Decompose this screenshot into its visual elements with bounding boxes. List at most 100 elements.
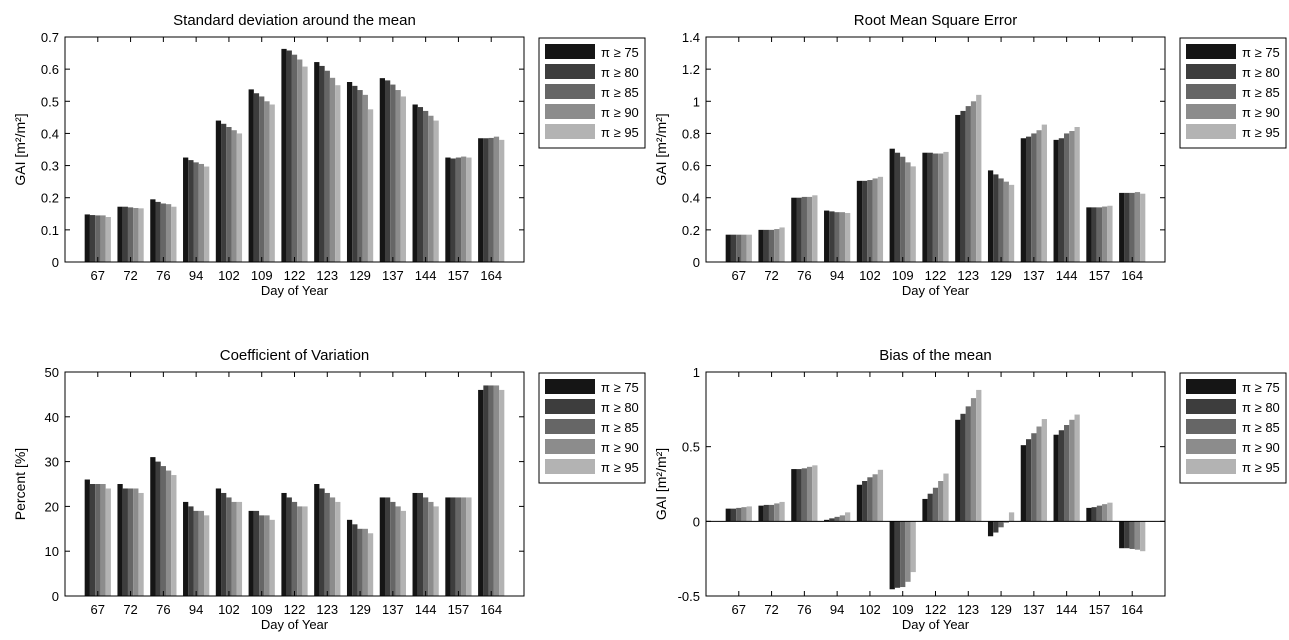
bar — [1053, 139, 1059, 262]
bar — [95, 484, 101, 596]
bar — [198, 163, 205, 262]
bar — [955, 114, 961, 262]
bar — [862, 481, 868, 522]
bar — [927, 152, 933, 262]
bar — [352, 85, 358, 262]
bar — [1003, 181, 1009, 262]
bar — [428, 501, 434, 596]
bar — [466, 157, 472, 262]
legend-swatch — [545, 84, 595, 99]
bar — [455, 157, 462, 262]
bar — [188, 506, 194, 596]
y-axis-label: Percent [%] — [12, 448, 28, 520]
bar — [155, 461, 161, 596]
x-tick-label: 137 — [1023, 602, 1045, 617]
bar — [122, 206, 128, 262]
legend-swatch — [1186, 399, 1236, 414]
legend: π ≥ 75 π ≥ 80 π ≥ 85 π ≥ 90 π ≥ 95 — [1179, 37, 1287, 149]
x-axis-label: Day of Year — [902, 617, 970, 632]
x-tick-label: 157 — [448, 602, 470, 617]
bar — [845, 512, 851, 522]
y-tick-label: 0.5 — [41, 94, 59, 109]
x-tick-label: 157 — [448, 268, 470, 283]
bar — [1025, 439, 1032, 522]
bar — [1020, 138, 1026, 262]
bar — [910, 521, 916, 573]
bar — [291, 501, 298, 596]
x-tick-label: 129 — [990, 268, 1012, 283]
bar — [269, 519, 275, 596]
y-tick-label: 0.1 — [41, 223, 59, 238]
bar — [133, 208, 139, 262]
bar — [357, 528, 363, 596]
bar — [839, 515, 846, 522]
x-tick-label: 76 — [156, 268, 170, 283]
bar — [231, 501, 237, 596]
bar — [763, 504, 769, 522]
y-tick-label: 0.4 — [41, 126, 59, 141]
legend-entry-label: π ≥ 85 — [601, 85, 639, 100]
x-tick-label: 76 — [797, 268, 811, 283]
bar — [1069, 131, 1075, 262]
bar — [768, 229, 775, 262]
bar — [1096, 207, 1103, 262]
bar — [264, 515, 270, 596]
bar — [188, 160, 194, 262]
bar — [960, 110, 966, 263]
x-tick-label: 129 — [349, 268, 371, 283]
x-axis-label: Day of Year — [902, 283, 970, 298]
y-tick-label: 0.2 — [41, 191, 59, 206]
bar — [774, 503, 780, 522]
bar — [943, 473, 949, 522]
x-tick-label: 102 — [218, 602, 240, 617]
y-tick-label: 0 — [693, 255, 700, 270]
x-tick-label: 144 — [415, 268, 437, 283]
bar — [226, 127, 232, 262]
bar — [1129, 521, 1135, 549]
bar — [122, 488, 128, 596]
bar — [478, 138, 484, 262]
bar — [231, 130, 237, 262]
bar — [433, 120, 439, 262]
y-tick-label: 0.7 — [41, 30, 59, 45]
bar — [450, 158, 456, 262]
y-tick-label: 40 — [45, 410, 59, 425]
bar — [829, 518, 835, 522]
bar — [943, 151, 949, 262]
bar — [725, 508, 731, 522]
bar — [812, 465, 818, 522]
bar — [417, 107, 424, 262]
bar — [89, 215, 96, 262]
bar — [165, 470, 172, 596]
x-tick-label: 144 — [1056, 602, 1078, 617]
bar — [367, 533, 374, 596]
bar — [302, 66, 308, 262]
x-tick-label: 137 — [382, 268, 404, 283]
bar — [466, 497, 472, 596]
bar — [1107, 205, 1113, 262]
bar — [1134, 521, 1141, 550]
bar — [779, 227, 785, 262]
x-tick-label: 102 — [218, 268, 240, 283]
bar — [1074, 127, 1080, 262]
chart-title: Bias of the mean — [879, 347, 992, 364]
bar — [100, 215, 106, 262]
y-tick-label: 0.5 — [682, 440, 700, 455]
bar — [483, 138, 489, 262]
legend: π ≥ 75 π ≥ 80 π ≥ 85 π ≥ 90 π ≥ 95 — [1179, 372, 1287, 484]
x-tick-label: 67 — [91, 602, 105, 617]
legend-entry-label: π ≥ 75 — [1242, 380, 1280, 395]
bar — [204, 166, 210, 262]
legend-entry-label: π ≥ 85 — [601, 420, 639, 435]
bar — [1091, 207, 1097, 262]
bar — [488, 385, 494, 596]
x-tick-label: 122 — [284, 268, 306, 283]
bar — [1031, 133, 1037, 262]
legend-entry-label: π ≥ 80 — [601, 65, 639, 80]
legend-swatch — [1186, 124, 1236, 139]
bar — [297, 506, 303, 596]
bar — [319, 488, 325, 596]
bar — [204, 515, 210, 596]
bar — [384, 497, 391, 596]
bar — [1064, 425, 1070, 522]
